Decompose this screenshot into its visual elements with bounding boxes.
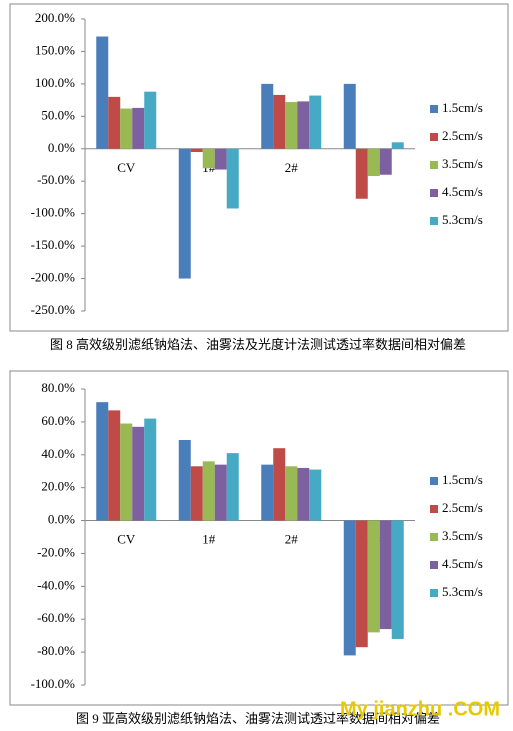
legend-swatch [430, 189, 438, 197]
bar [391, 520, 404, 639]
bar [309, 469, 322, 521]
bar [190, 148, 203, 153]
y-tick-label: -100.0% [31, 205, 76, 220]
bar [144, 418, 157, 521]
bar [297, 101, 310, 149]
bar [108, 410, 121, 521]
y-tick-label: 60.0% [41, 413, 75, 428]
bar [132, 107, 145, 149]
legend-swatch [430, 589, 438, 597]
bar [120, 423, 133, 521]
bar [132, 426, 145, 521]
bar [214, 148, 227, 170]
y-tick-label: -50.0% [37, 172, 75, 187]
x-tick-label: CV [117, 160, 136, 175]
bar [202, 461, 215, 521]
legend-label: 3.5cm/s [442, 156, 483, 171]
y-tick-label: 50.0% [41, 107, 75, 122]
y-tick-label: -20.0% [37, 544, 75, 559]
y-tick-label: 100.0% [35, 75, 75, 90]
legend-label: 5.3cm/s [442, 212, 483, 227]
watermark: My jianzhu .COM [340, 698, 500, 720]
y-tick-label: 200.0% [35, 10, 75, 25]
bar [120, 108, 133, 149]
bar [379, 148, 392, 175]
x-tick-label: 1# [202, 532, 216, 547]
bar [108, 96, 121, 149]
y-tick-label: -40.0% [37, 577, 75, 592]
legend-label: 1.5cm/s [442, 100, 483, 115]
bar [96, 402, 109, 521]
bar [178, 439, 191, 521]
bar [190, 466, 203, 521]
bar [273, 94, 286, 149]
legend-label: 4.5cm/s [442, 184, 483, 199]
legend-swatch [430, 477, 438, 485]
y-tick-label: -60.0% [37, 610, 75, 625]
bar [367, 520, 380, 633]
bar [226, 453, 239, 521]
bar [343, 520, 356, 656]
bar [355, 520, 368, 648]
bar [355, 148, 368, 199]
x-tick-label: 2# [285, 532, 299, 547]
y-tick-label: -100.0% [31, 676, 76, 691]
legend-swatch [430, 505, 438, 513]
legend-swatch [430, 217, 438, 225]
bar [273, 448, 286, 521]
bar [343, 83, 356, 149]
bar [379, 520, 392, 630]
legend-swatch [430, 105, 438, 113]
bar [297, 467, 310, 521]
y-tick-label: 40.0% [41, 446, 75, 461]
legend-swatch [430, 533, 438, 541]
legend-label: 5.3cm/s [442, 584, 483, 599]
legend-swatch [430, 561, 438, 569]
legend-swatch [430, 133, 438, 141]
bar [96, 36, 109, 149]
y-tick-label: -80.0% [37, 643, 75, 658]
bar [285, 466, 298, 521]
bar [261, 83, 274, 149]
y-tick-label: 20.0% [41, 479, 75, 494]
bar [285, 102, 298, 149]
legend-label: 2.5cm/s [442, 128, 483, 143]
bar [226, 148, 239, 209]
y-tick-label: -200.0% [31, 270, 76, 285]
legend-label: 2.5cm/s [442, 500, 483, 515]
bar [144, 91, 157, 149]
caption: 图 9 亚高效级别滤纸钠焰法、油雾法测试透过率数据间相对偏差 [76, 711, 440, 726]
bar [261, 464, 274, 521]
x-tick-label: 2# [285, 160, 299, 175]
bar [391, 142, 404, 149]
y-tick-label: 0.0% [48, 140, 75, 155]
bar [202, 148, 215, 169]
bar [178, 148, 191, 279]
chart-frame [9, 370, 509, 706]
legend-label: 4.5cm/s [442, 556, 483, 571]
y-tick-label: 80.0% [41, 380, 75, 395]
legend-label: 3.5cm/s [442, 528, 483, 543]
y-tick-label: -250.0% [31, 302, 76, 317]
legend-label: 1.5cm/s [442, 472, 483, 487]
y-tick-label: 0.0% [48, 512, 75, 527]
bar [214, 464, 227, 521]
chart-frame [9, 3, 509, 332]
y-tick-label: 150.0% [35, 42, 75, 57]
bar [309, 95, 322, 149]
y-tick-label: -150.0% [31, 237, 76, 252]
x-tick-label: CV [117, 532, 136, 547]
caption: 图 8 高效级别滤纸钠焰法、油雾法及光度计法测试透过率数据间相对偏差 [50, 337, 466, 352]
bar [367, 148, 380, 177]
legend-swatch [430, 161, 438, 169]
